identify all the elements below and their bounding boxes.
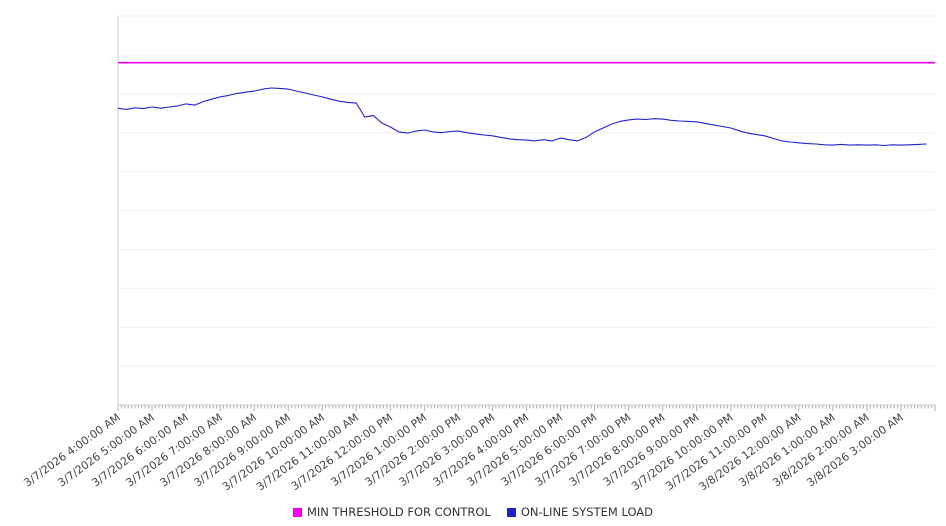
series-line [117,87,927,147]
legend-swatch-icon [506,507,516,517]
legend-label: ON-LINE SYSTEM LOAD [520,505,654,519]
legend: MIN THRESHOLD FOR CONTROL ON-LINE SYSTEM … [0,505,946,519]
legend-item[interactable]: MIN THRESHOLD FOR CONTROL [292,505,491,519]
legend-item[interactable]: ON-LINE SYSTEM LOAD [506,505,654,519]
legend-swatch-icon [292,507,302,517]
chart-svg: 3/7/2026 4:00:00 AM3/7/2026 5:00:00 AM3/… [21,15,936,490]
legend-label: MIN THRESHOLD FOR CONTROL [306,505,491,519]
